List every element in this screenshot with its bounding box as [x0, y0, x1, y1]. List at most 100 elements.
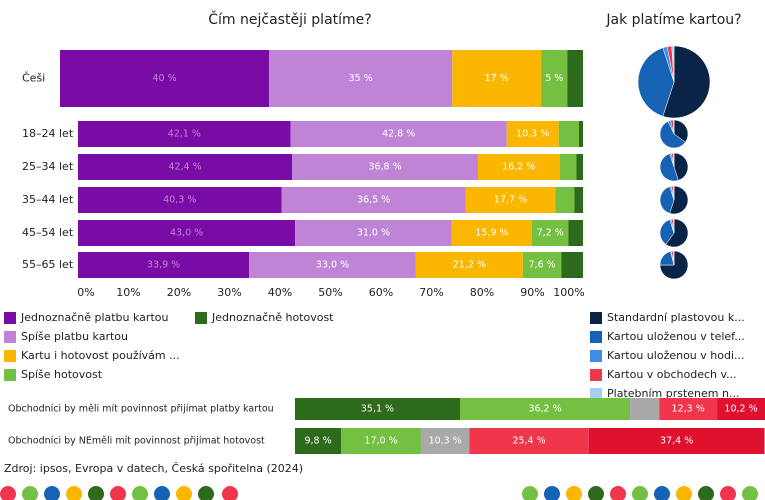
bar-segment — [465, 187, 556, 213]
bar-segment — [555, 187, 575, 213]
bar-segment — [558, 121, 579, 147]
bar-segment — [451, 220, 532, 246]
value-label: 36,5 % — [357, 195, 390, 206]
bar-segment — [469, 428, 589, 454]
legend-label: Kartu i hotovost používám ... — [21, 349, 180, 362]
decoration — [0, 486, 16, 500]
bar-segment — [78, 252, 250, 278]
legend-label: Jednoznačně hotovost — [211, 311, 334, 324]
bar-segment — [568, 220, 583, 246]
pie-slice — [659, 250, 689, 280]
value-label: 16,2 % — [502, 162, 535, 173]
legend-label: Standardní plastovou k... — [607, 311, 745, 324]
value-label: 5 % — [545, 73, 563, 84]
legend-swatch — [195, 312, 207, 324]
bar-segment — [78, 220, 296, 246]
decoration — [88, 486, 104, 500]
value-label: 9,8 % — [304, 436, 331, 447]
legend-swatch — [590, 350, 602, 362]
pie-slice — [659, 153, 679, 182]
value-label: 33,9 % — [147, 260, 180, 271]
decoration — [522, 486, 538, 500]
bar-segment — [567, 50, 583, 107]
pie-slice — [637, 47, 675, 117]
legend-swatch — [590, 331, 602, 343]
legend-label: Spíše platbu kartou — [21, 330, 128, 343]
value-label: 17,7 % — [494, 195, 527, 206]
value-label: 43,0 % — [170, 228, 203, 239]
x-tick-label: 10% — [116, 286, 140, 299]
bar-segment — [717, 398, 765, 420]
value-label: 12,3 % — [672, 404, 705, 415]
bar-segment — [576, 154, 583, 180]
row-label: 45–54 let — [22, 226, 74, 239]
value-label: 17,0 % — [364, 436, 397, 447]
pie-slice — [672, 119, 675, 135]
pie-slice — [662, 45, 711, 119]
value-label: 40 % — [153, 73, 177, 84]
decoration — [742, 486, 758, 500]
value-label: 42,8 % — [382, 129, 415, 140]
value-label: 36,8 % — [368, 162, 401, 173]
x-tick-label: 100% — [553, 286, 584, 299]
legend-label: Spíše hotovost — [21, 368, 103, 381]
chart-title: Jak platíme kartou? — [605, 12, 741, 28]
value-label: 42,1 % — [168, 129, 201, 140]
bar-segment — [295, 428, 342, 454]
pie-slice — [659, 186, 675, 214]
bar-segment — [78, 121, 291, 147]
decoration — [698, 486, 714, 500]
bar-segment — [559, 154, 577, 180]
pie-slice — [665, 218, 689, 248]
row-label: 55–65 let — [22, 258, 74, 271]
legend-swatch — [4, 331, 16, 343]
value-label: 10,3 % — [516, 129, 549, 140]
legend-swatch — [590, 369, 602, 381]
value-label: 36,2 % — [528, 404, 561, 415]
legend-label: Platebním prstenem n... — [607, 387, 739, 400]
value-label: 17 % — [485, 73, 509, 84]
pie-slice — [659, 120, 686, 149]
decoration — [176, 486, 192, 500]
decoration — [588, 486, 604, 500]
legend-swatch — [590, 388, 602, 400]
pie-slice — [672, 218, 675, 234]
bar-segment — [561, 252, 583, 278]
bar-segment — [281, 187, 466, 213]
x-tick-label: 0% — [77, 286, 94, 299]
bar-segment — [506, 121, 559, 147]
source-note: Zdroj: ipsos, Evropa v datech, Česká spo… — [4, 462, 303, 475]
pie-slice — [659, 219, 675, 245]
pie-slice — [672, 250, 675, 266]
decoration — [66, 486, 82, 500]
pie-slice — [671, 45, 675, 83]
value-label: 35,1 % — [361, 404, 394, 415]
bar-segment — [459, 398, 631, 420]
bar-segment — [295, 398, 460, 420]
x-tick-label: 90% — [520, 286, 544, 299]
value-label: 10,2 % — [724, 404, 757, 415]
bar-segment — [78, 154, 293, 180]
value-label: 35 % — [349, 73, 373, 84]
decoration — [110, 486, 126, 500]
bar-segment — [269, 50, 453, 107]
row-label: Obchodníci by NEměli mít povinnost přijí… — [8, 436, 265, 447]
bar-segment — [531, 220, 569, 246]
decoration — [654, 486, 670, 500]
pie-slice — [672, 152, 675, 168]
bar-segment — [477, 154, 560, 180]
legend-swatch — [4, 350, 16, 362]
decoration — [632, 486, 648, 500]
value-label: 31,0 % — [357, 228, 390, 239]
decoration — [720, 486, 736, 500]
row-label: Obchodníci by měli mít povinnost přijíma… — [8, 404, 274, 415]
bar-segment — [574, 187, 583, 213]
value-label: 7,6 % — [529, 260, 556, 271]
bar-segment — [295, 220, 452, 246]
pie-slice — [673, 152, 689, 181]
value-label: 33,0 % — [316, 260, 349, 271]
x-tick-label: 40% — [268, 286, 292, 299]
legend-swatch — [4, 369, 16, 381]
bar-segment — [588, 428, 765, 454]
